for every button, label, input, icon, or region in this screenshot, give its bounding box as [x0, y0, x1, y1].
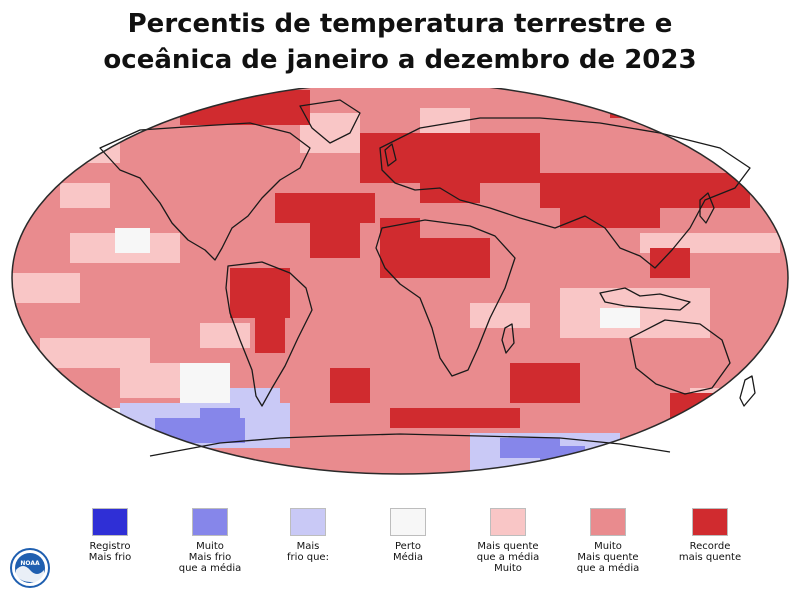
legend-item-warmer: Mais quente que a média Muito [458, 508, 558, 574]
uk-outline [384, 143, 397, 167]
swatch-much-cooler [192, 508, 228, 536]
noaa-logo-icon: NOAA [10, 548, 50, 588]
antarctica-outline [149, 433, 671, 457]
indonesia-outline [599, 287, 691, 311]
legend-item-near-average: Perto Média [358, 508, 458, 563]
legend-label-near-average: Perto Média [392, 541, 424, 563]
south-america-outline [225, 261, 313, 407]
swatch-record-cold [92, 508, 128, 536]
swatch-record-warmest [692, 508, 728, 536]
legend-item-much-warmer: Muito Mais quente que a média [558, 508, 658, 574]
land-outlines [99, 99, 756, 457]
new-zealand-outline [739, 375, 756, 407]
legend-item-record-cold: Registro Mais frio [60, 508, 160, 563]
legend-label-much-warmer: Muito Mais quente que a média [576, 541, 640, 574]
swatch-warmer [490, 508, 526, 536]
swatch-near-average [390, 508, 426, 536]
swatch-much-warmer [590, 508, 626, 536]
title-line-1: Percentis de temperatura terrestre e [127, 9, 673, 39]
map-fill [12, 88, 788, 474]
percentile-world-map [11, 88, 789, 475]
legend-label-cooler: Mais frio que: [287, 541, 329, 563]
legend-label-much-cooler: Muito Mais frio que a média [178, 541, 242, 574]
legend-item-cooler: Mais frio que: [258, 508, 358, 563]
legend-item-much-cooler: Muito Mais frio que a média [160, 508, 260, 574]
legend-item-record-warmest: Recorde mais quente [660, 508, 760, 563]
legend-label-warmer: Mais quente que a média Muito [476, 541, 540, 574]
regions-much-cooler [155, 408, 585, 461]
north-america-outline [99, 122, 311, 261]
title-line-2: oceânica de janeiro a dezembro de 2023 [103, 45, 697, 75]
madagascar-outline [501, 323, 515, 354]
globe-border [11, 88, 789, 475]
australia-outline [629, 319, 731, 395]
eurasia-outline [379, 117, 751, 269]
africa-outline [375, 219, 516, 377]
greenland-outline [299, 99, 361, 144]
map-title: Percentis de temperatura terrestre e oce… [0, 6, 800, 78]
swatch-cooler [290, 508, 326, 536]
japan-outline [699, 192, 715, 224]
legend: Registro Mais frio Muito Mais frio que a… [60, 508, 780, 588]
svg-text:NOAA: NOAA [20, 560, 40, 567]
legend-label-record-cold: Registro Mais frio [88, 541, 132, 563]
legend-label-record-warmest: Recorde mais quente [678, 541, 742, 563]
